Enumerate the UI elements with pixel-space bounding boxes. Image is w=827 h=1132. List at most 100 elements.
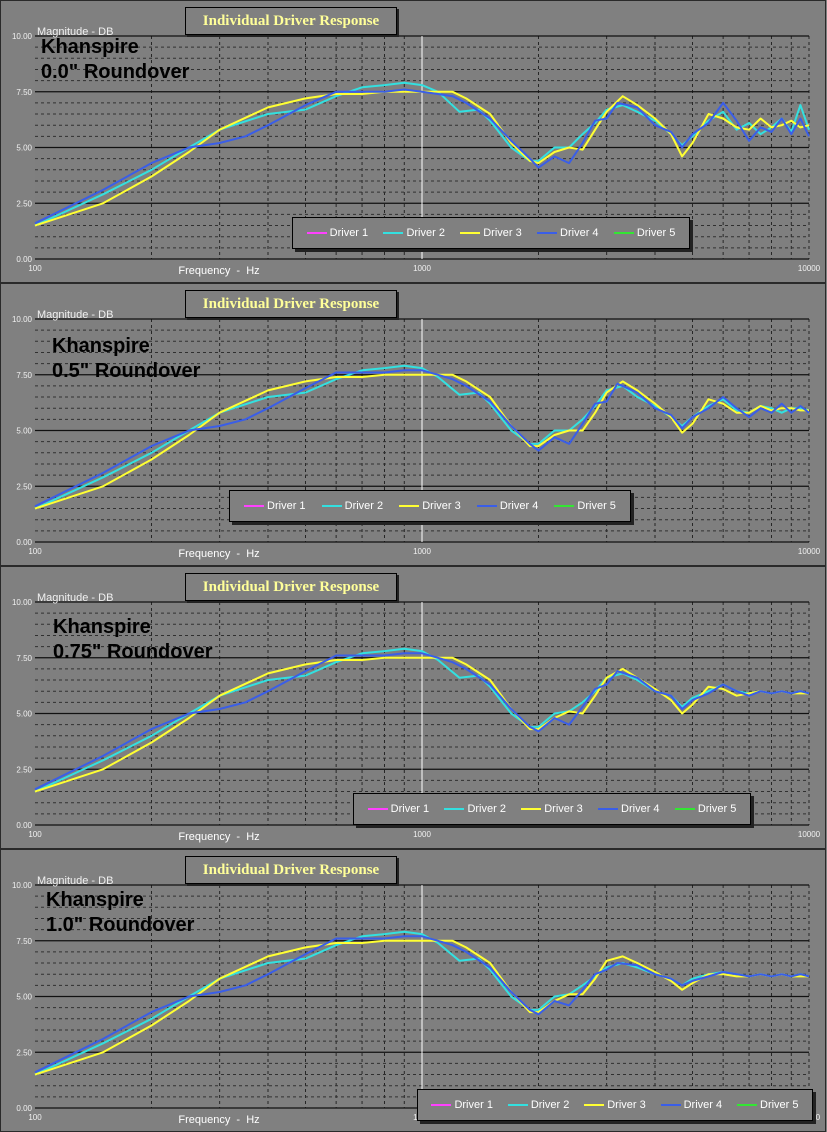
caption-line-2: 0.5" Roundover bbox=[52, 360, 201, 382]
y-tick-label: 7.50 bbox=[16, 371, 32, 380]
legend-swatch bbox=[476, 505, 497, 507]
y-axis-label: Magnitude - DB bbox=[37, 26, 113, 38]
legend-label: Driver 4 bbox=[499, 500, 539, 512]
legend-label: Driver 2 bbox=[530, 1099, 570, 1111]
legend-swatch bbox=[383, 232, 404, 234]
y-tick-label: 10.00 bbox=[12, 598, 33, 607]
legend-label: Driver 4 bbox=[621, 803, 660, 815]
legend-label: Driver 3 bbox=[483, 227, 522, 239]
legend-swatch bbox=[244, 505, 265, 507]
y-tick-label: 5.00 bbox=[16, 427, 32, 436]
series-line-driver-4 bbox=[34, 652, 810, 791]
legend-item: Driver 1 bbox=[431, 1099, 493, 1111]
legend-label: Driver 5 bbox=[697, 803, 737, 815]
legend-swatch bbox=[613, 232, 634, 234]
chart-panel-2: 0.00 2.50 5.00 7.50 10.00 100 1000 10000 Magnitu… bbox=[0, 283, 826, 566]
x-tick-label: 100 bbox=[28, 1113, 42, 1122]
y-tick-label: 10.00 bbox=[12, 315, 33, 324]
y-tick-label: 7.50 bbox=[16, 654, 32, 663]
chart-legend: Driver 1 Driver 2 Driver 3 Driver 4 Driver 5 bbox=[229, 490, 631, 522]
y-tick-label: 2.50 bbox=[16, 482, 32, 491]
y-tick-label: 0.00 bbox=[16, 821, 32, 830]
x-tick-label: 10000 bbox=[798, 547, 821, 556]
legend-swatch bbox=[367, 808, 388, 810]
x-axis-label: Frequency - Hz bbox=[178, 1114, 259, 1126]
y-tick-label: 0.00 bbox=[16, 1104, 32, 1113]
chart-svg: 0.00 2.50 5.00 7.50 10.00 100 1000 10000 Magnitu… bbox=[12, 309, 821, 560]
series-line-driver-4 bbox=[34, 88, 810, 225]
legend-item: Driver 3 bbox=[521, 803, 583, 815]
legend-item: Driver 5 bbox=[737, 1099, 799, 1111]
legend-swatch bbox=[431, 1104, 452, 1106]
legend-label: Driver 4 bbox=[683, 1099, 723, 1111]
legend-item: Driver 2 bbox=[321, 500, 383, 512]
legend-swatch bbox=[306, 232, 327, 234]
chart-panel-4: 0.002.505.007.5010.00100100010000Magnitu… bbox=[0, 849, 826, 1132]
legend-swatch bbox=[521, 808, 542, 810]
series-line-driver-4 bbox=[34, 935, 810, 1074]
x-tick-label: 1000 bbox=[413, 264, 431, 273]
series-line-driver-3 bbox=[34, 90, 810, 227]
legend-item: Driver 4 bbox=[598, 803, 660, 815]
y-tick-label: 7.50 bbox=[16, 937, 32, 946]
legend-item: Driver 5 bbox=[674, 803, 737, 815]
y-tick-label: 5.00 bbox=[16, 710, 32, 719]
legend-swatch bbox=[321, 505, 342, 507]
chart-title: Individual Driver Response bbox=[185, 7, 397, 35]
caption-line-2: 0.0" Roundover bbox=[41, 61, 190, 83]
legend-swatch bbox=[444, 808, 465, 810]
x-tick-label: 1000 bbox=[413, 830, 431, 839]
legend-item: Driver 4 bbox=[476, 500, 539, 512]
y-tick-label: 5.00 bbox=[16, 144, 32, 153]
legend-label: Driver 4 bbox=[560, 227, 599, 239]
legend-item: Driver 3 bbox=[584, 1099, 646, 1111]
x-axis-label: Frequency - Hz bbox=[178, 265, 259, 277]
y-axis-label: Magnitude - DB bbox=[37, 592, 113, 604]
legend-label: Driver 1 bbox=[454, 1099, 493, 1111]
chart-title: Individual Driver Response bbox=[185, 290, 397, 318]
chart-panel-1: 0.00 2.50 5.00 7.50 10.00 100 1000 10000 Magnitu… bbox=[0, 0, 826, 283]
series-line-driver-2 bbox=[34, 81, 810, 227]
legend-swatch bbox=[399, 505, 420, 507]
legend-item: Driver 4 bbox=[660, 1099, 723, 1111]
legend-swatch bbox=[507, 1104, 528, 1106]
legend-label: Driver 3 bbox=[544, 803, 583, 815]
legend-swatch bbox=[737, 1104, 757, 1106]
legend-label: Driver 3 bbox=[607, 1099, 646, 1111]
caption-line-1: Khanspire bbox=[52, 335, 150, 357]
caption-line-1: Khanspire bbox=[53, 616, 151, 638]
y-tick-label: 10.00 bbox=[12, 32, 33, 41]
caption-line-1: Khanspire bbox=[41, 36, 139, 58]
legend-label: Driver 2 bbox=[406, 227, 445, 239]
legend-item: Driver 5 bbox=[613, 227, 675, 239]
x-tick-label: 10000 bbox=[798, 264, 821, 273]
y-tick-label: 10.00 bbox=[12, 881, 33, 890]
legend-label: Driver 1 bbox=[390, 803, 430, 815]
chart-legend: Driver 1 Driver 2 Driver 3 Driver 4 Driver 5 bbox=[292, 217, 690, 249]
y-tick-label: 7.50 bbox=[16, 88, 32, 97]
x-tick-label: 10000 bbox=[798, 830, 821, 839]
legend-item: Driver 2 bbox=[507, 1099, 570, 1111]
legend-swatch bbox=[537, 232, 558, 234]
legend-swatch bbox=[554, 505, 575, 507]
legend-label: Driver 5 bbox=[760, 1099, 799, 1111]
legend-label: Driver 2 bbox=[467, 803, 506, 815]
y-axis-label: Magnitude - DB bbox=[37, 875, 113, 887]
y-tick-label: 5.00 bbox=[16, 993, 32, 1002]
chart-legend: Driver 1 Driver 2 Driver 3 Driver 4 Driver 5 bbox=[417, 1089, 813, 1121]
x-tick-label: 100 bbox=[28, 547, 42, 556]
chart-panel-3: 0.00 2.50 5.00 7.50 10.00 100 1000 10000 Magnitu… bbox=[0, 566, 826, 849]
y-tick-label: 0.00 bbox=[16, 255, 32, 264]
y-axis-label: Magnitude - DB bbox=[37, 309, 113, 321]
legend-item: Driver 1 bbox=[306, 227, 368, 239]
legend-swatch bbox=[584, 1104, 605, 1106]
x-tick-label: 100 bbox=[28, 264, 42, 273]
legend-swatch bbox=[460, 232, 481, 234]
legend-item: Driver 5 bbox=[554, 500, 616, 512]
x-axis-label: Frequency - Hz bbox=[178, 831, 259, 843]
chart-title: Individual Driver Response bbox=[185, 856, 397, 884]
legend-item: Driver 4 bbox=[537, 227, 599, 239]
legend-item: Driver 2 bbox=[444, 803, 506, 815]
x-tick-label: 100 bbox=[28, 830, 42, 839]
legend-item: Driver 1 bbox=[367, 803, 430, 815]
